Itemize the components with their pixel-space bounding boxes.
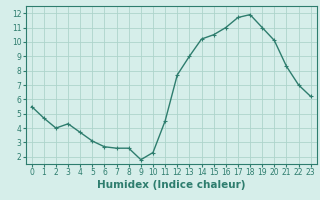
- X-axis label: Humidex (Indice chaleur): Humidex (Indice chaleur): [97, 180, 245, 190]
